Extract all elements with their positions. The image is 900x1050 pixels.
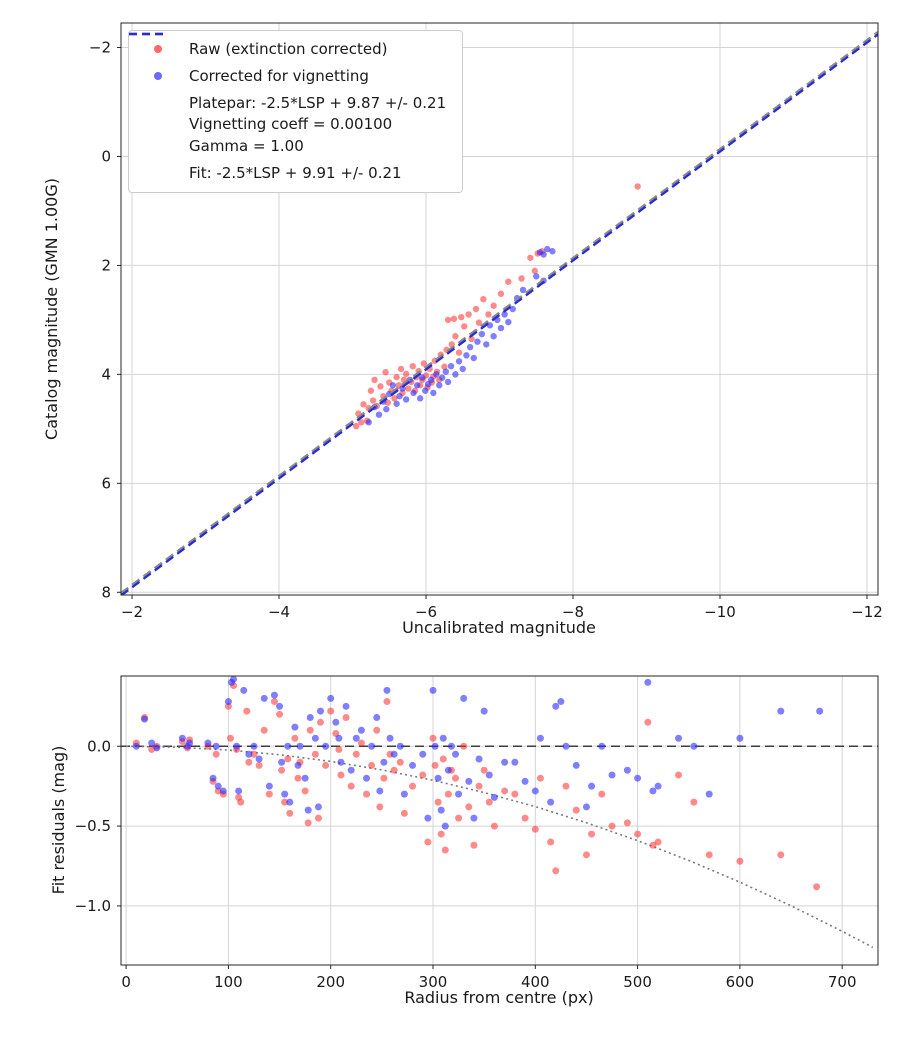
gridlines xyxy=(121,676,878,965)
svg-text:−4: −4 xyxy=(268,603,290,621)
legend-entry: Corrected for vignetting xyxy=(137,67,446,86)
svg-text:400: 400 xyxy=(521,973,550,991)
top-ylabel: Catalog magnitude (GMN 1.00G) xyxy=(42,178,61,440)
legend-label: Platepar: -2.5*LSP + 9.87 +/- 0.21 Vignet… xyxy=(189,93,447,156)
svg-text:−12: −12 xyxy=(851,603,883,621)
corrected-residuals-points xyxy=(132,676,824,830)
svg-text:300: 300 xyxy=(419,973,448,991)
bottom-xlabel: Radius from centre (px) xyxy=(404,988,593,1007)
legend-label: Corrected for vignetting xyxy=(189,66,369,85)
svg-text:6: 6 xyxy=(101,474,111,492)
legend-entry: Fit: -2.5*LSP + 9.91 +/- 0.21 xyxy=(129,32,446,183)
svg-text:500: 500 xyxy=(623,973,652,991)
svg-text:2: 2 xyxy=(101,256,111,274)
svg-text:−2: −2 xyxy=(89,39,111,57)
svg-text:−6: −6 xyxy=(415,603,437,621)
svg-text:−8: −8 xyxy=(562,603,584,621)
svg-text:200: 200 xyxy=(316,973,345,991)
svg-text:0: 0 xyxy=(121,973,131,991)
svg-text:−10: −10 xyxy=(704,603,736,621)
raw-residuals-points xyxy=(132,682,821,891)
axes-frame xyxy=(120,22,879,596)
svg-text:4: 4 xyxy=(101,365,111,383)
magnitude-fit-chart: −2 −4 −6 −8 −10 −12 −2 0 2 4 6 8 xyxy=(89,22,883,621)
svg-text:8: 8 xyxy=(101,583,111,601)
legend-label: Fit: -2.5*LSP + 9.91 +/- 0.21 xyxy=(189,163,402,182)
legend-entry: Platepar: -2.5*LSP + 9.87 +/- 0.21 Vignet… xyxy=(129,32,447,156)
svg-text:−0.5: −0.5 xyxy=(75,817,111,835)
platepar-line-line xyxy=(121,31,878,595)
tick-labels: 0 100 200 300 400 500 600 700 0.0 −0.5 −1.0 xyxy=(75,737,857,991)
svg-text:100: 100 xyxy=(214,973,243,991)
svg-text:−1.0: −1.0 xyxy=(75,897,111,915)
svg-text:600: 600 xyxy=(726,973,755,991)
tick-labels: −2 −4 −6 −8 −10 −12 −2 0 2 4 6 8 xyxy=(89,39,883,621)
legend-entry: Raw (extinction corrected) xyxy=(137,40,446,59)
svg-text:−2: −2 xyxy=(121,603,143,621)
vignetting-model-line xyxy=(126,745,874,949)
axes-frame xyxy=(120,675,879,966)
bottom-ylabel: Fit residuals (mag) xyxy=(49,746,68,895)
fit-line-line xyxy=(121,33,878,595)
raw-dot-marker-icon xyxy=(137,45,179,54)
top-xlabel: Uncalibrated magnitude xyxy=(402,618,596,637)
residuals-chart: 0 100 200 300 400 500 600 700 0.0 −0.5 −1.0 xyxy=(75,675,879,991)
svg-text:0.0: 0.0 xyxy=(87,737,111,755)
legend-label: Raw (extinction corrected) xyxy=(189,40,388,58)
svg-text:700: 700 xyxy=(828,973,857,991)
corrected-dot-marker-icon xyxy=(137,72,179,81)
legend: Raw (extinction corrected) Corrected for … xyxy=(128,30,464,193)
svg-text:0: 0 xyxy=(101,147,111,165)
